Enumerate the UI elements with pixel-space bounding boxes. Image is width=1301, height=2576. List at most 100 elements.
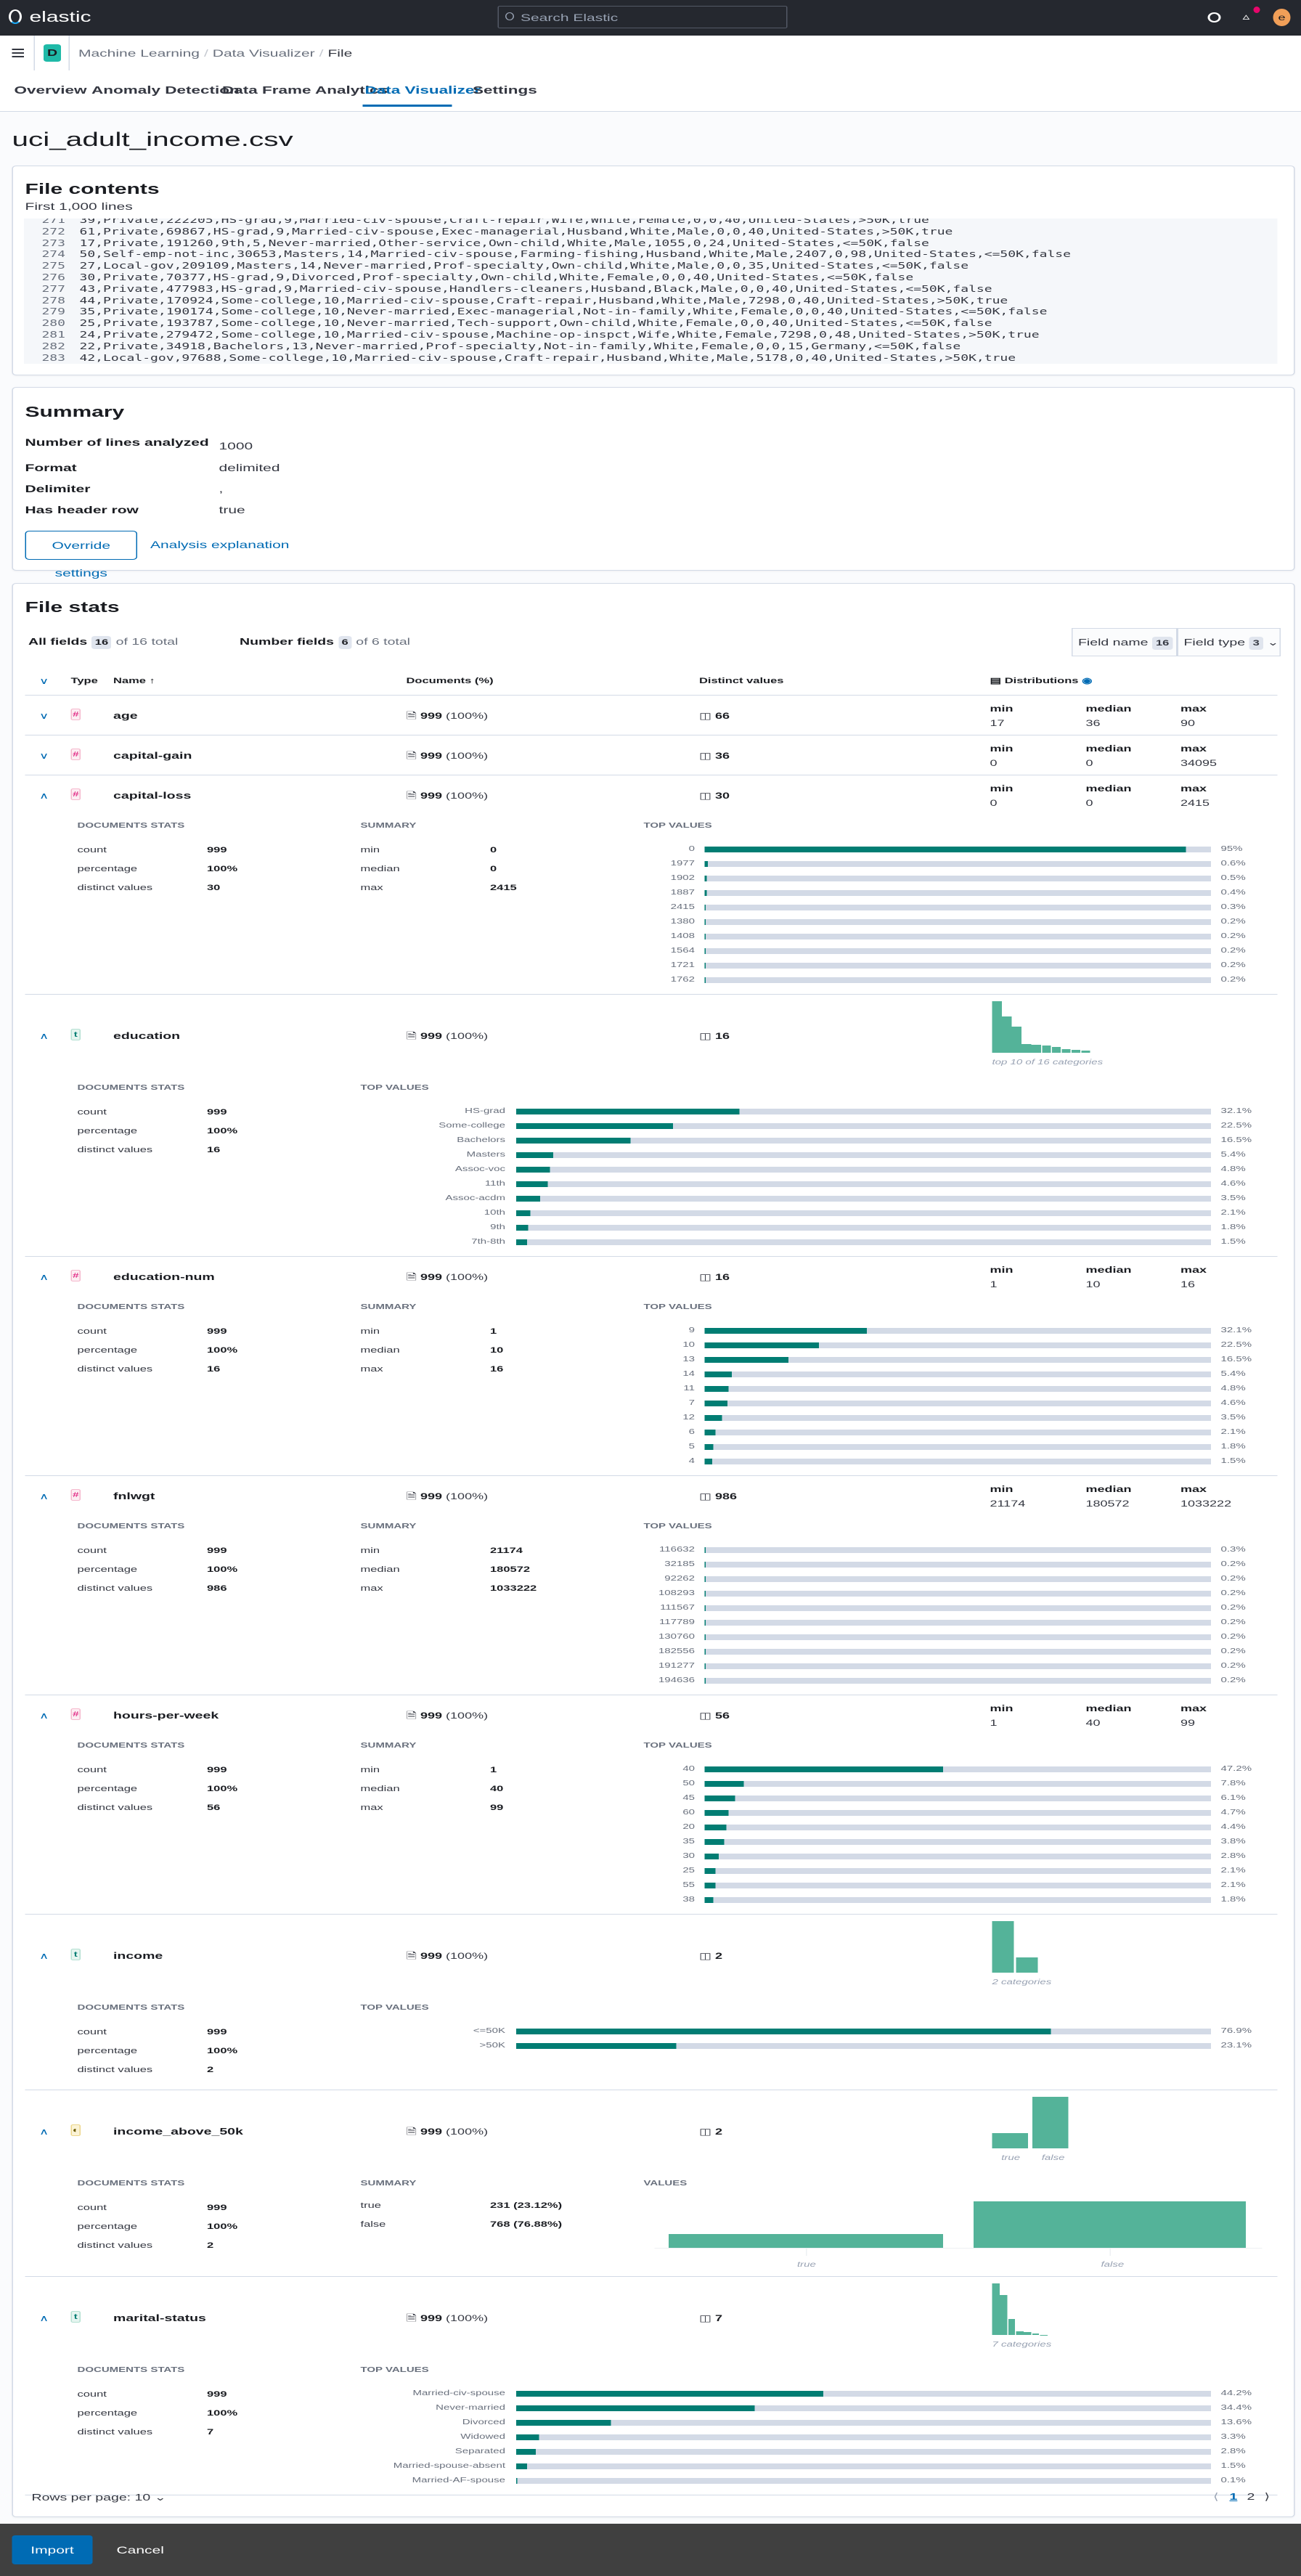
top-value-label: 130760 — [658, 1633, 695, 1641]
top-value-bar-fill — [516, 2029, 1051, 2034]
field-name[interactable]: income_above_50k — [113, 2126, 243, 2137]
expand-chevron-icon[interactable]: ∨ — [39, 710, 49, 721]
collapse-chevron-icon[interactable]: ∧ — [39, 1491, 49, 1501]
menu-icon[interactable] — [12, 49, 24, 50]
doc-stat-label: count — [77, 1327, 107, 1336]
expand-chevron-icon[interactable]: ∨ — [39, 750, 49, 761]
top-value-percent: 0.3% — [1220, 1546, 1246, 1554]
analysis-explanation-link[interactable]: Analysis explanation — [150, 539, 290, 550]
doc-stat-label: percentage — [77, 1565, 138, 1574]
top-value-percent: 0.6% — [1220, 860, 1246, 868]
collapse-chevron-icon[interactable]: ∧ — [39, 1271, 49, 1282]
elastic-logo-icon[interactable] — [9, 9, 22, 24]
top-value-bar-fill — [704, 1415, 722, 1421]
file-contents-subtitle: First 1,000 lines — [25, 200, 133, 212]
boolean-type-icon: ◐ — [70, 2124, 81, 2136]
field-name[interactable]: hours-per-week — [113, 1709, 219, 1721]
summary-heading: SUMMARY — [360, 1303, 417, 1311]
doc-stat-value: 56 — [207, 1803, 221, 1812]
field-name[interactable]: fnlwgt — [113, 1490, 155, 1501]
expand-all-chevron-icon[interactable]: ∨ — [39, 676, 49, 686]
eye-icon[interactable]: ◉ — [1082, 677, 1093, 685]
top-value-bar — [516, 1239, 1211, 1245]
field-type-filter[interactable]: Field type 3 ⌄ — [1177, 628, 1281, 656]
top-value-bar-fill — [516, 1138, 631, 1144]
avatar[interactable]: e — [1273, 9, 1291, 26]
field-name[interactable]: age — [113, 709, 138, 721]
cancel-button[interactable]: Cancel — [116, 2544, 164, 2556]
distinct-value: 16 — [715, 1031, 730, 1041]
logo-text[interactable]: elastic — [29, 9, 91, 25]
breadcrumb-data-visualizer[interactable]: Data Visualizer — [212, 47, 315, 59]
stat-label-max: max — [1180, 1264, 1207, 1275]
help-icon[interactable] — [1207, 12, 1221, 23]
page-2-button[interactable]: 2 — [1247, 2491, 1255, 2502]
field-section: ∧ t education 🗎 999 (100%) ◫ 16 top 10 of 16 … — [13, 995, 1294, 1257]
line-text: 35,Private,190174,Some-college,10,Never-… — [79, 306, 1048, 317]
file-contents-code[interactable]: 271 39,Private,222205,HS-grad,9,Married-c… — [24, 219, 1278, 364]
field-name-filter-label: Field name — [1078, 637, 1149, 648]
field-name[interactable]: education-num — [113, 1271, 215, 1282]
tab-data-visualizer[interactable]: Data Visualizer — [364, 84, 481, 97]
top-value-bar — [704, 1444, 1211, 1450]
stat-value-median: 40 — [1085, 1717, 1101, 1728]
override-settings-button[interactable]: Override settings — [25, 531, 137, 579]
field-name[interactable]: capital-loss — [113, 789, 192, 801]
top-value-bar-fill — [704, 1591, 706, 1597]
top-value-bar-fill — [704, 1663, 706, 1669]
document-icon: 🗎 — [406, 750, 417, 761]
stat-value-min: 1 — [990, 1279, 998, 1289]
collapse-chevron-icon[interactable]: ∧ — [39, 790, 49, 801]
space-avatar[interactable]: D — [44, 44, 61, 62]
top-value-percent: 0.5% — [1220, 874, 1246, 882]
previous-page-icon[interactable]: ⟨ — [1213, 2491, 1219, 2502]
tab-anomaly-detection[interactable]: Anomaly Detection — [91, 84, 240, 97]
top-value-percent: 5.4% — [1220, 1370, 1246, 1378]
top-value-percent: 5.4% — [1220, 1151, 1246, 1159]
tab-settings[interactable]: Settings — [473, 84, 537, 97]
tab-overview[interactable]: Overview — [14, 84, 87, 97]
row-divider — [25, 994, 1278, 995]
collapse-chevron-icon[interactable]: ∧ — [39, 2127, 49, 2137]
top-value-percent: 0.2% — [1220, 1618, 1246, 1626]
breadcrumb-separator: / — [319, 47, 324, 59]
top-value-bar-fill — [704, 1547, 706, 1553]
documents-value: 999 — [420, 1951, 443, 1961]
field-name[interactable]: marital-status — [113, 2312, 206, 2323]
collapse-chevron-icon[interactable]: ∧ — [39, 2313, 49, 2323]
top-value-label: Some-college — [439, 1122, 505, 1130]
stat-label-median: median — [1085, 743, 1132, 754]
field-name[interactable]: capital-gain — [113, 749, 192, 761]
summary-value-delimiter: , — [219, 483, 224, 494]
tab-data-frame-analytics[interactable]: Data Frame Analytics — [222, 84, 388, 97]
column-header-documents: Documents (%) — [406, 677, 494, 685]
stat-label-min: min — [990, 1264, 1014, 1275]
import-button[interactable]: Import — [12, 2535, 93, 2564]
next-page-icon[interactable]: ⟩ — [1264, 2491, 1271, 2502]
page-1-button[interactable]: 1 — [1229, 2491, 1238, 2502]
doc-stat-label: count — [77, 1108, 107, 1117]
breadcrumb-machine-learning[interactable]: Machine Learning — [78, 47, 200, 59]
column-header-name[interactable]: Name ↑ — [113, 676, 155, 686]
top-value-label: Married-AF-spouse — [412, 2477, 505, 2485]
collapse-chevron-icon[interactable]: ∧ — [39, 1031, 49, 1041]
stat-value-median: 10 — [1085, 1279, 1101, 1289]
top-value-percent: 4.6% — [1220, 1180, 1246, 1188]
collapse-chevron-icon[interactable]: ∧ — [39, 1710, 49, 1721]
field-name[interactable]: income — [113, 1950, 163, 1961]
search-input[interactable]: Search Elastic — [497, 6, 788, 28]
doc-stat-value: 16 — [207, 1365, 221, 1374]
top-value-percent: 0.2% — [1220, 932, 1246, 940]
top-value-label: 5 — [688, 1443, 695, 1451]
distinct-values-count: ◫ 2 — [699, 2126, 722, 2137]
newsfeed-icon[interactable]: ▵ — [1242, 11, 1250, 22]
top-value-label: >50K — [479, 2042, 505, 2050]
collapse-chevron-icon[interactable]: ∧ — [39, 1951, 49, 1961]
code-line: 281 24,Private,279472,Some-college,10,Mar… — [24, 330, 1278, 341]
number-fields-label: Number fields — [240, 636, 335, 647]
top-value-percent: 16.5% — [1220, 1136, 1252, 1144]
field-name[interactable]: education — [113, 1030, 181, 1041]
top-value-bar-fill — [704, 948, 706, 954]
rows-per-page-select[interactable]: Rows per page: 10 ⌄ — [32, 2492, 166, 2503]
